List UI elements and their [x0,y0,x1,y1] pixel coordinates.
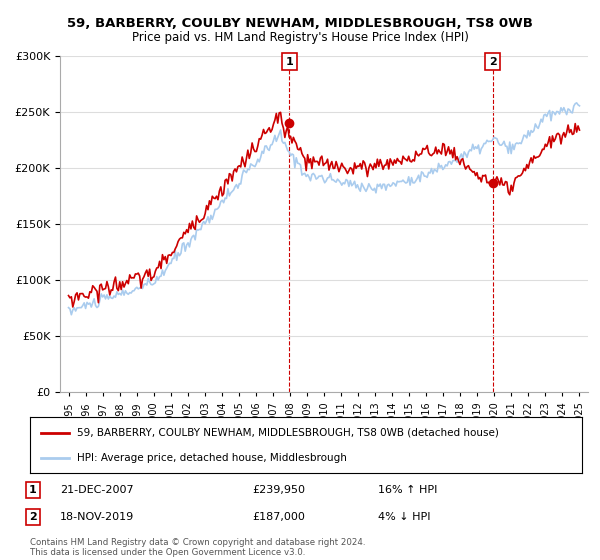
Text: Contains HM Land Registry data © Crown copyright and database right 2024.
This d: Contains HM Land Registry data © Crown c… [30,538,365,557]
Text: 59, BARBERRY, COULBY NEWHAM, MIDDLESBROUGH, TS8 0WB: 59, BARBERRY, COULBY NEWHAM, MIDDLESBROU… [67,17,533,30]
Text: 21-DEC-2007: 21-DEC-2007 [60,485,134,495]
Text: £187,000: £187,000 [252,512,305,522]
Text: Price paid vs. HM Land Registry's House Price Index (HPI): Price paid vs. HM Land Registry's House … [131,31,469,44]
Text: 1: 1 [286,57,293,67]
Text: 4% ↓ HPI: 4% ↓ HPI [378,512,431,522]
Text: 2: 2 [489,57,496,67]
Text: 59, BARBERRY, COULBY NEWHAM, MIDDLESBROUGH, TS8 0WB (detached house): 59, BARBERRY, COULBY NEWHAM, MIDDLESBROU… [77,428,499,438]
Text: £239,950: £239,950 [252,485,305,495]
Text: 2: 2 [29,512,37,522]
Text: 18-NOV-2019: 18-NOV-2019 [60,512,134,522]
Text: HPI: Average price, detached house, Middlesbrough: HPI: Average price, detached house, Midd… [77,452,347,463]
Text: 1: 1 [29,485,37,495]
Text: 16% ↑ HPI: 16% ↑ HPI [378,485,437,495]
